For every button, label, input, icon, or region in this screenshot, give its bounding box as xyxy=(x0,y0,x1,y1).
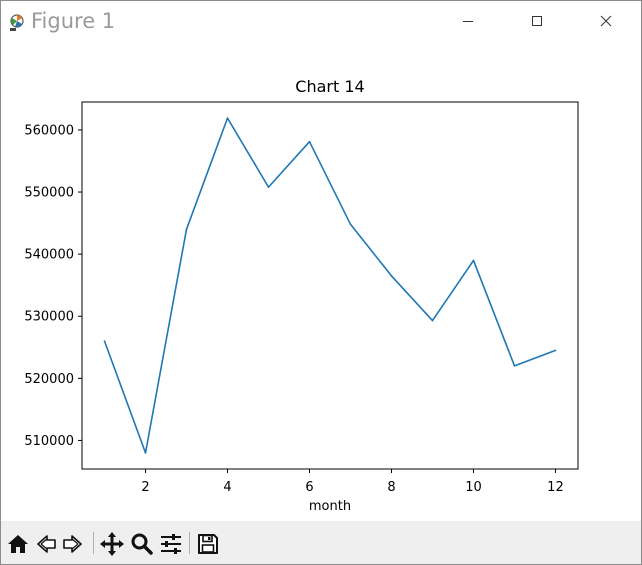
data-point xyxy=(390,275,393,277)
x-tick-label: 6 xyxy=(305,480,313,495)
y-tick-label: 550000 xyxy=(24,186,74,201)
back-arrow-icon xyxy=(37,535,56,553)
x-axis-label: month xyxy=(309,499,351,514)
x-tick-label: 10 xyxy=(465,480,482,495)
data-point xyxy=(144,452,147,454)
data-point xyxy=(226,117,229,119)
maximize-icon xyxy=(532,16,542,26)
home-button[interactable] xyxy=(4,530,32,558)
axes-frame xyxy=(81,101,579,470)
pan-button[interactable] xyxy=(98,530,126,558)
x-axis: 2 4 6 8 10 12 xyxy=(141,469,564,495)
y-tick-label: 530000 xyxy=(24,310,74,325)
data-point xyxy=(267,186,270,188)
close-icon xyxy=(600,15,612,27)
close-button[interactable] xyxy=(583,1,629,41)
data-point xyxy=(472,259,475,262)
save-button[interactable] xyxy=(194,530,222,558)
data-point xyxy=(349,223,352,226)
series-line xyxy=(103,117,556,454)
minimize-icon xyxy=(463,21,473,22)
y-axis: 510000 520000 530000 540000 550000 560000 xyxy=(24,123,82,449)
x-tick-label: 4 xyxy=(223,480,231,495)
floppy-disk-icon xyxy=(198,534,218,554)
y-tick-label: 560000 xyxy=(24,123,74,138)
x-tick-label: 8 xyxy=(387,480,395,495)
toolbar-separator xyxy=(93,532,94,554)
window-title: Figure 1 xyxy=(31,9,116,33)
back-button[interactable] xyxy=(32,530,60,558)
y-tick-label: 510000 xyxy=(24,434,74,449)
data-point xyxy=(185,228,188,231)
maximize-button[interactable] xyxy=(514,1,560,41)
x-tick-label: 2 xyxy=(141,480,149,495)
move-icon xyxy=(100,532,124,556)
data-point xyxy=(431,319,434,322)
toolbar-separator xyxy=(189,532,190,554)
data-point xyxy=(308,140,311,143)
data-point xyxy=(103,340,106,342)
configure-subplots-button[interactable] xyxy=(157,530,185,558)
sliders-icon xyxy=(161,534,181,554)
magnifier-icon xyxy=(131,533,153,555)
data-point xyxy=(554,349,557,352)
chart-title: Chart 14 xyxy=(295,77,364,96)
forward-button[interactable] xyxy=(59,530,87,558)
y-tick-label: 520000 xyxy=(24,372,74,387)
minimize-button[interactable] xyxy=(445,1,491,41)
forward-arrow-icon xyxy=(63,535,82,553)
home-icon xyxy=(8,535,28,553)
line-chart: Chart 14 2 4 6 8 10 12 510000 520000 530000 5400… xyxy=(24,77,579,514)
navigation-toolbar xyxy=(1,521,641,564)
data-point xyxy=(513,365,516,367)
title-bar[interactable]: Figure 1 xyxy=(1,1,641,45)
y-tick-label: 540000 xyxy=(24,248,74,263)
matplotlib-app-icon xyxy=(7,11,27,33)
plot-area xyxy=(81,101,579,470)
figure-canvas[interactable]: Chart 14 2 4 6 8 10 12 510000 520000 530000 5400… xyxy=(1,45,641,521)
zoom-button[interactable] xyxy=(128,530,156,558)
x-tick-label: 12 xyxy=(547,480,564,495)
